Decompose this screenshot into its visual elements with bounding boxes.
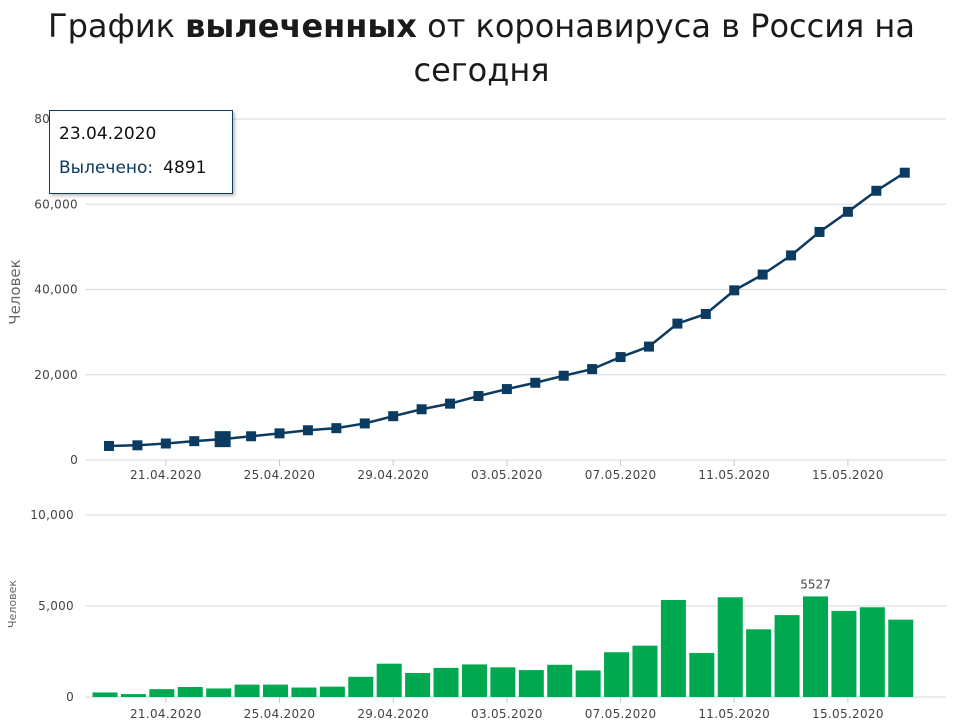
- bar: [348, 676, 374, 697]
- line-xtick-label: 11.05.2020: [698, 468, 770, 482]
- data-point: [189, 436, 200, 447]
- bar-xtick-label: 25.04.2020: [244, 707, 316, 721]
- data-point: [530, 377, 541, 388]
- bar: [149, 689, 175, 697]
- line-ytick-label: 0: [70, 453, 78, 467]
- data-point: [359, 418, 370, 429]
- line-xtick-label: 21.04.2020: [130, 468, 202, 482]
- bar: [206, 688, 232, 697]
- data-point: [643, 341, 654, 352]
- bar: [803, 596, 828, 697]
- bar-xtick-label: 03.05.2020: [471, 707, 543, 721]
- data-point: [416, 404, 427, 415]
- bar-xtick-label: 21.04.2020: [130, 707, 202, 721]
- data-point: [558, 370, 569, 381]
- bar: [859, 607, 885, 697]
- data-point: [729, 285, 740, 296]
- bar: [660, 599, 686, 697]
- bar-xtick-label: 07.05.2020: [585, 707, 657, 721]
- bar: [689, 652, 715, 697]
- bar: [461, 664, 487, 697]
- data-point: [388, 411, 399, 422]
- bar: [177, 686, 203, 697]
- bar: [774, 615, 800, 697]
- bar: [575, 670, 601, 697]
- bar: [746, 629, 772, 697]
- data-point: [104, 440, 114, 451]
- bar: [518, 670, 544, 697]
- bar-ytick-label: 10,000: [30, 508, 74, 522]
- data-point: [246, 431, 257, 442]
- bar: [376, 663, 402, 697]
- page-title: График вылеченных от коронавируса в Росс…: [0, 4, 963, 92]
- bar-xtick-label: 29.04.2020: [357, 707, 429, 721]
- line-ytick-label: 60,000: [34, 197, 78, 211]
- data-point: [871, 185, 882, 196]
- data-point: [700, 308, 711, 319]
- bar: [291, 687, 317, 697]
- data-point: [615, 352, 626, 363]
- bar: [92, 692, 118, 697]
- bar: [888, 619, 914, 697]
- data-point: [132, 440, 143, 451]
- line-xtick-label: 03.05.2020: [471, 468, 543, 482]
- bar-xtick-label: 11.05.2020: [698, 707, 770, 721]
- data-point: [899, 167, 910, 178]
- bar: [234, 684, 260, 697]
- bar: [717, 597, 743, 697]
- data-point: [331, 423, 342, 434]
- bar: [604, 652, 630, 697]
- data-point: [501, 384, 512, 395]
- bar: [490, 667, 516, 697]
- data-point: [842, 206, 853, 217]
- data-point: [473, 391, 484, 402]
- line-xtick-label: 29.04.2020: [357, 468, 429, 482]
- tooltip-row: Вылечено: 4891: [59, 155, 232, 181]
- bar: [632, 645, 658, 697]
- title-suffix: от коронавируса в Россия на сегодня: [413, 7, 915, 89]
- data-point: [814, 226, 825, 237]
- tooltip-series-name: Вылечено:: [59, 158, 154, 178]
- data-point: [757, 269, 768, 280]
- title-bold: вылеченных: [185, 7, 417, 45]
- data-point: [302, 425, 313, 436]
- bar: [831, 610, 857, 697]
- tooltip-value: 4891: [163, 158, 207, 178]
- tooltip-date: 23.04.2020: [59, 124, 157, 144]
- bar: [547, 664, 573, 697]
- data-point: [786, 250, 797, 261]
- data-point: [672, 318, 683, 329]
- data-point: [587, 364, 598, 375]
- highlighted-point: [214, 431, 231, 448]
- line-ytick-label: 20,000: [34, 368, 78, 382]
- bar-ylabel: Человек: [6, 580, 19, 628]
- line-ylabel: Человек: [6, 259, 24, 324]
- bar: [120, 694, 146, 697]
- cumulative-line-chart: 020,00040,00060,00080,00021.04.202025.04…: [6, 112, 946, 482]
- data-point: [274, 428, 285, 439]
- chart-tooltip: 23.04.2020 Вылечено: 4891: [49, 110, 233, 194]
- line-xtick-label: 15.05.2020: [812, 468, 884, 482]
- data-point: [445, 398, 456, 409]
- bar-ytick-label: 5,000: [38, 599, 74, 613]
- line-xtick-label: 25.04.2020: [244, 468, 316, 482]
- bar-ytick-label: 0: [66, 690, 74, 704]
- bar-data-label: 5527: [800, 577, 831, 591]
- bar-xtick-label: 15.05.2020: [812, 707, 884, 721]
- data-point: [160, 438, 171, 449]
- bar: [405, 672, 431, 697]
- line-ytick-label: 40,000: [34, 283, 78, 297]
- bar: [319, 686, 345, 697]
- title-prefix: График: [48, 7, 186, 45]
- bar: [433, 667, 459, 697]
- line-xtick-label: 07.05.2020: [585, 468, 657, 482]
- bar: [263, 684, 289, 697]
